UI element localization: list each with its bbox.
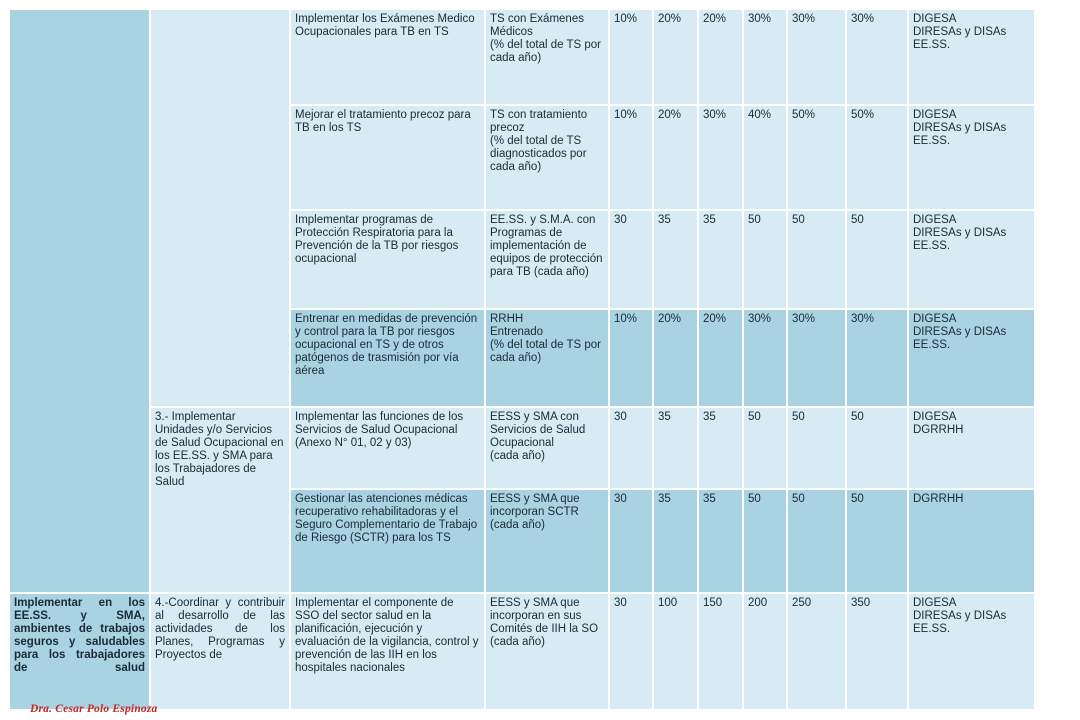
value-cell: 30%: [744, 310, 786, 406]
responsible-cell: DIGESA DIRESAs y DISAs EE.SS.: [909, 310, 1034, 406]
value-cell: 10%: [610, 310, 652, 406]
value-cell: 30%: [847, 310, 907, 406]
value-cell: 30: [610, 490, 652, 592]
value-cell: 35: [699, 211, 742, 308]
activities-table: Implementar los Exámenes Medico Ocupacio…: [8, 8, 1036, 711]
value-cell: 30: [610, 211, 652, 308]
value-cell: 20%: [654, 310, 697, 406]
value-cell: 50: [744, 490, 786, 592]
activity-cell: Mejorar el tratamiento precoz para TB en…: [291, 106, 484, 209]
indicator-cell: EESS y SMA con Servicios de Salud Ocupac…: [486, 408, 608, 488]
value-cell: 30%: [699, 106, 742, 209]
activity-cell: Implementar las funciones de los Servici…: [291, 408, 484, 488]
value-cell: 50: [788, 490, 845, 592]
indicator-cell: TS con tratamiento precoz (% del total d…: [486, 106, 608, 209]
activity-cell: Implementar los Exámenes Medico Ocupacio…: [291, 10, 484, 104]
value-cell: 200: [744, 594, 786, 709]
value-cell: 35: [654, 408, 697, 488]
value-cell: 100: [654, 594, 697, 709]
indicator-cell: RRHH Entrenado (% del total de TS por ca…: [486, 310, 608, 406]
indicator-cell: EESS y SMA que incorporan en sus Comités…: [486, 594, 608, 709]
responsible-cell: DIGESA DIRESAs y DISAs EE.SS.: [909, 10, 1034, 104]
strategy-cell: 3.- Implementar Unidades y/o Servicios d…: [151, 408, 289, 592]
indicator-cell: TS con Exámenes Médicos (% del total de …: [486, 10, 608, 104]
value-cell: 50: [847, 490, 907, 592]
value-cell: 50: [744, 211, 786, 308]
responsible-cell: DIGESA DGRRHH: [909, 408, 1034, 488]
value-cell: 30%: [788, 10, 845, 104]
table-row: Implementar en los EE.SS. y SMA, ambient…: [10, 594, 1034, 709]
value-cell: 10%: [610, 106, 652, 209]
value-cell: 50: [788, 211, 845, 308]
responsible-cell: DIGESA DIRESAs y DISAs EE.SS.: [909, 594, 1034, 709]
table-row: Implementar los Exámenes Medico Ocupacio…: [10, 10, 1034, 592]
value-cell: 50: [744, 408, 786, 488]
table-row: Entrenar en medidas de prevención y cont…: [10, 310, 1034, 406]
value-cell: 30%: [847, 10, 907, 104]
table-row: 3.- Implementar Unidades y/o Servicios d…: [10, 408, 1034, 592]
responsible-cell: DGRRHH: [909, 490, 1034, 592]
table-row: Mejorar el tratamiento precoz para TB en…: [10, 106, 1034, 209]
value-cell: 150: [699, 594, 742, 709]
watermark-signature: Dra. Cesar Polo Espinoza: [30, 703, 158, 715]
activity-cell: Entrenar en medidas de prevención y cont…: [291, 310, 484, 406]
value-cell: 35: [654, 211, 697, 308]
objective-cell-empty: [10, 10, 149, 592]
objective-cell: Implementar en los EE.SS. y SMA, ambient…: [10, 594, 149, 709]
responsible-cell: DIGESA DIRESAs y DISAs EE.SS.: [909, 211, 1034, 308]
indicator-cell: EESS y SMA que incorporan SCTR (cada año…: [486, 490, 608, 592]
value-cell: 50: [847, 211, 907, 308]
indicator-cell: EE.SS. y S.M.A. con Programas de impleme…: [486, 211, 608, 308]
responsible-cell: DIGESA DIRESAs y DISAs EE.SS.: [909, 106, 1034, 209]
value-cell: 350: [847, 594, 907, 709]
value-cell: 35: [699, 408, 742, 488]
value-cell: 35: [699, 490, 742, 592]
value-cell: 20%: [699, 10, 742, 104]
value-cell: 50: [847, 408, 907, 488]
activity-cell: Implementar el componente de SSO del sec…: [291, 594, 484, 709]
value-cell: 30: [610, 408, 652, 488]
value-cell: 250: [788, 594, 845, 709]
activity-cell: Gestionar las atenciones médicas recuper…: [291, 490, 484, 592]
strategy-cell-empty: [151, 10, 289, 406]
value-cell: 50%: [788, 106, 845, 209]
value-cell: 10%: [610, 10, 652, 104]
value-cell: 50%: [847, 106, 907, 209]
table-wrapper: Implementar los Exámenes Medico Ocupacio…: [8, 8, 1036, 711]
table-row: Gestionar las atenciones médicas recuper…: [10, 490, 1034, 592]
value-cell: 50: [788, 408, 845, 488]
table-row: Implementar programas de Protección Resp…: [10, 211, 1034, 308]
value-cell: 30: [610, 594, 652, 709]
value-cell: 30%: [744, 10, 786, 104]
activity-cell: Implementar programas de Protección Resp…: [291, 211, 484, 308]
value-cell: 40%: [744, 106, 786, 209]
value-cell: 30%: [788, 310, 845, 406]
value-cell: 20%: [654, 106, 697, 209]
value-cell: 20%: [654, 10, 697, 104]
value-cell: 35: [654, 490, 697, 592]
value-cell: 20%: [699, 310, 742, 406]
strategy-cell: 4.-Coordinar y contribuir al desarrollo …: [151, 594, 289, 709]
